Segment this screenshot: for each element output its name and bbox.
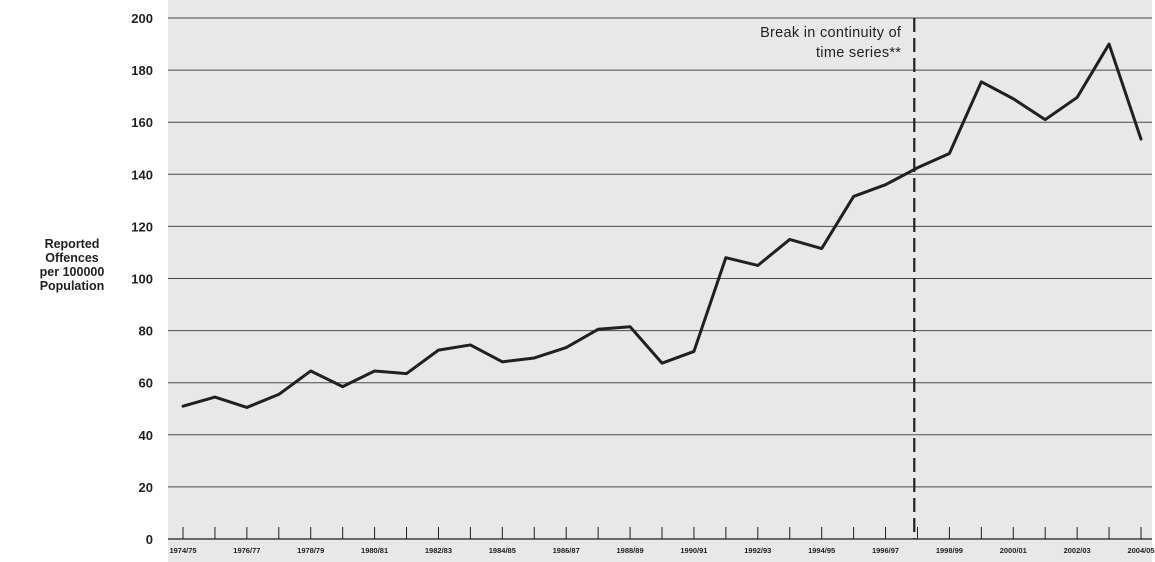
x-tick-label: 1978/79 bbox=[297, 546, 324, 555]
y-tick-label: 100 bbox=[131, 272, 153, 287]
x-tick-label: 2000/01 bbox=[1000, 546, 1027, 555]
x-tick-label: 1986/87 bbox=[553, 546, 580, 555]
y-tick-label: 140 bbox=[131, 167, 153, 182]
x-tick-label: 1996/97 bbox=[872, 546, 899, 555]
x-tick-label: 2002/03 bbox=[1064, 546, 1091, 555]
y-tick-label: 40 bbox=[139, 428, 153, 443]
x-tick-label: 1976/77 bbox=[233, 546, 260, 555]
series-layer bbox=[181, 42, 1143, 409]
break-label-line: Break in continuity of bbox=[760, 25, 902, 41]
y-tick-label: 20 bbox=[139, 480, 153, 495]
y-axis-label-line: Offences bbox=[45, 251, 99, 265]
y-tick-label: 120 bbox=[131, 219, 153, 234]
x-tick-label: 1982/83 bbox=[425, 546, 452, 555]
x-tick-label: 1998/99 bbox=[936, 546, 963, 555]
y-axis-label-line: Reported bbox=[45, 237, 100, 251]
x-tick-label: 1980/81 bbox=[361, 546, 388, 555]
y-tick-label: 60 bbox=[139, 376, 153, 391]
y-tick-label: 180 bbox=[131, 63, 153, 78]
y-tick-label: 160 bbox=[131, 115, 153, 130]
x-tick-label: 1984/85 bbox=[489, 546, 516, 555]
break-label-line: time series** bbox=[816, 45, 901, 61]
x-tick-label: 1988/89 bbox=[617, 546, 644, 555]
x-tick-label: 1990/91 bbox=[680, 546, 707, 555]
x-tick-label: 1994/95 bbox=[808, 546, 835, 555]
break-marker: Break in continuity of time series** bbox=[760, 18, 916, 539]
x-tick-label: 1974/75 bbox=[169, 546, 196, 555]
plot-background bbox=[168, 0, 1152, 562]
y-axis-label: Reported Offences per 100000 Population bbox=[40, 237, 105, 293]
x-axis: 1974/75 1976/77 1978/79 1980/81 1982/83 1984/… bbox=[168, 527, 1155, 555]
y-tick-label: 80 bbox=[139, 324, 153, 339]
x-tick-label: 1992/93 bbox=[744, 546, 771, 555]
y-axis-label-line: per 100000 bbox=[40, 265, 105, 279]
x-tick-label: 2004/05 bbox=[1127, 546, 1154, 555]
y-tick-label: 0 bbox=[146, 532, 153, 547]
y-tick-label: 200 bbox=[131, 11, 153, 26]
y-axis-tick-labels: 0 20 40 60 80 100 120 140 160 180 200 bbox=[131, 11, 153, 547]
y-axis-label-line: Population bbox=[40, 279, 105, 293]
